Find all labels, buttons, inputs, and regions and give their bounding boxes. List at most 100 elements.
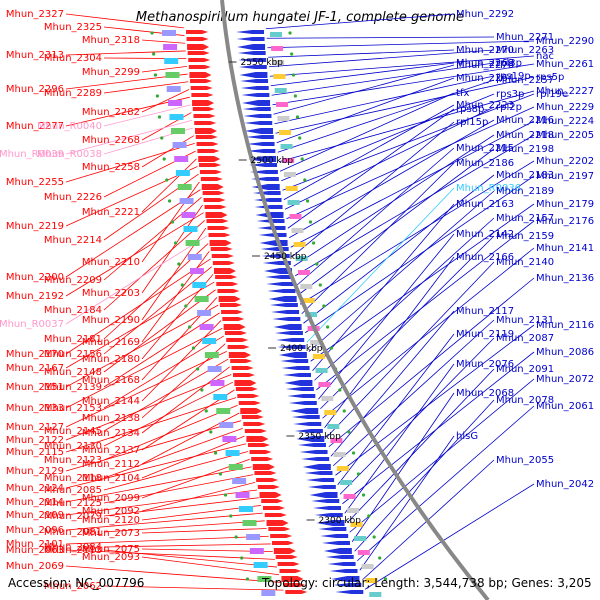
callout-line: [298, 148, 495, 296]
gene-arrow-reverse: [316, 520, 345, 526]
gene-block: [225, 450, 240, 456]
right-gene-label: Mhun_2224: [536, 116, 594, 127]
marker-dot: [372, 535, 376, 539]
gene-block: [177, 184, 192, 190]
gene-arrow-reverse: [291, 415, 320, 419]
callout-line: [103, 220, 205, 311]
gene-block: [189, 268, 204, 274]
gene-arrow-reverse: [243, 114, 272, 118]
marker-dot: [326, 325, 330, 329]
left-gene-label: Mhun_2075: [82, 544, 140, 555]
gene-features: [150, 30, 388, 597]
gene-arrow-forward: [230, 359, 253, 363]
left-gene-label: Mhun_2170: [6, 349, 64, 360]
right-gene-label: Mhun_2189: [496, 186, 554, 197]
callout-line: [287, 108, 455, 229]
right-gene-label: Mhun_2183: [496, 170, 554, 181]
marker-dot: [196, 367, 200, 371]
callout-line: [141, 89, 190, 113]
marker-dot: [290, 52, 294, 56]
gene-arrow-reverse: [335, 590, 364, 594]
marker-dot: [157, 115, 162, 119]
gene-arrow-forward: [273, 548, 296, 554]
gene-arrow-reverse: [269, 303, 298, 307]
gene-arrow-reverse: [236, 30, 265, 34]
left-gene-label: Mhun_2084: [44, 542, 102, 553]
gene-arrow-reverse: [237, 44, 266, 50]
gene-block: [194, 296, 209, 302]
callout-line: [141, 556, 280, 576]
callout-line: [103, 520, 265, 533]
left-gene-label: Mhun_2255: [6, 177, 64, 188]
marker-dot: [218, 472, 223, 476]
gene-arrow-reverse: [288, 401, 317, 405]
gene-arrow-forward: [277, 562, 300, 566]
callout-line: [286, 106, 535, 220]
left-gene-label: Mhun_2289: [44, 88, 102, 99]
right-gene-label: rps8p: [456, 104, 484, 115]
marker-dot: [191, 346, 196, 350]
gene-block: [293, 242, 306, 247]
gene-arrow-reverse: [312, 506, 341, 510]
gene-arrow-reverse: [240, 86, 269, 90]
marker-dot: [322, 304, 326, 308]
marker-dot: [245, 577, 250, 581]
gene-block: [246, 534, 261, 540]
callout-line: [65, 327, 223, 409]
gene-arrow-reverse: [274, 331, 303, 335]
gene-arrow-reverse: [276, 338, 305, 342]
gene-block: [204, 352, 219, 358]
gene-arrow-reverse: [260, 247, 289, 251]
callout-line: [337, 333, 455, 485]
gene-arrow-reverse: [293, 422, 322, 426]
gene-arrow-forward: [217, 289, 240, 293]
gene-arrow-reverse: [299, 450, 328, 454]
gene-block: [222, 436, 237, 442]
gene-arrow-forward: [197, 149, 220, 153]
gene-block: [249, 548, 264, 554]
gene-arrow-forward: [186, 37, 209, 41]
gene-arrow-forward: [227, 345, 250, 349]
callout-line: [103, 81, 189, 94]
right-gene-label: Mhun_2091: [496, 364, 554, 375]
gene-arrow-reverse: [311, 499, 340, 503]
gene-arrow-reverse: [267, 289, 296, 293]
right-gene-label: Mhun_2223: [456, 100, 514, 111]
scale-tick-label: 2550 kbp: [241, 58, 284, 68]
marker-dot: [223, 493, 228, 497]
gene-block: [168, 100, 183, 106]
gene-arrow-reverse: [242, 107, 271, 111]
callout-line: [269, 55, 535, 77]
right-gene-label: rps3p: [496, 89, 524, 100]
gene-block: [202, 338, 217, 344]
callout-line: [65, 189, 201, 278]
callout-line: [103, 585, 284, 591]
left-gene-label: Mhun_2062: [44, 581, 102, 592]
right-gene-label: Mhun_2202: [536, 156, 594, 167]
left-gene-label: Mhun_2226: [44, 192, 102, 203]
gene-arrow-reverse: [247, 149, 276, 153]
left-gene-label: Mhun_2268: [82, 135, 140, 146]
gene-arrow-reverse: [258, 233, 287, 237]
gene-block: [346, 508, 359, 513]
callout-line: [65, 258, 211, 355]
gene-arrow-forward: [187, 44, 210, 50]
callout-line: [266, 36, 495, 39]
gene-arrow-forward: [257, 485, 280, 489]
marker-dot: [298, 136, 302, 140]
gene-arrow-reverse: [331, 576, 360, 582]
gene-arrow-forward: [215, 275, 238, 279]
gene-arrow-forward: [192, 107, 215, 111]
gene-arrow-forward: [219, 303, 242, 307]
gene-arrow-forward: [218, 296, 241, 302]
callout-lines: [65, 13, 535, 591]
gene-arrow-forward: [194, 128, 217, 134]
marker-dot: [213, 451, 218, 455]
right-gene-label: Mhun_2179: [536, 199, 594, 210]
gene-arrow-reverse: [249, 163, 278, 167]
callout-line: [344, 363, 455, 514]
left-gene-label: Mhun_2282: [82, 107, 140, 118]
callout-line: [299, 160, 535, 305]
gene-arrow-forward: [199, 163, 222, 167]
gene-arrow-forward: [249, 450, 272, 454]
